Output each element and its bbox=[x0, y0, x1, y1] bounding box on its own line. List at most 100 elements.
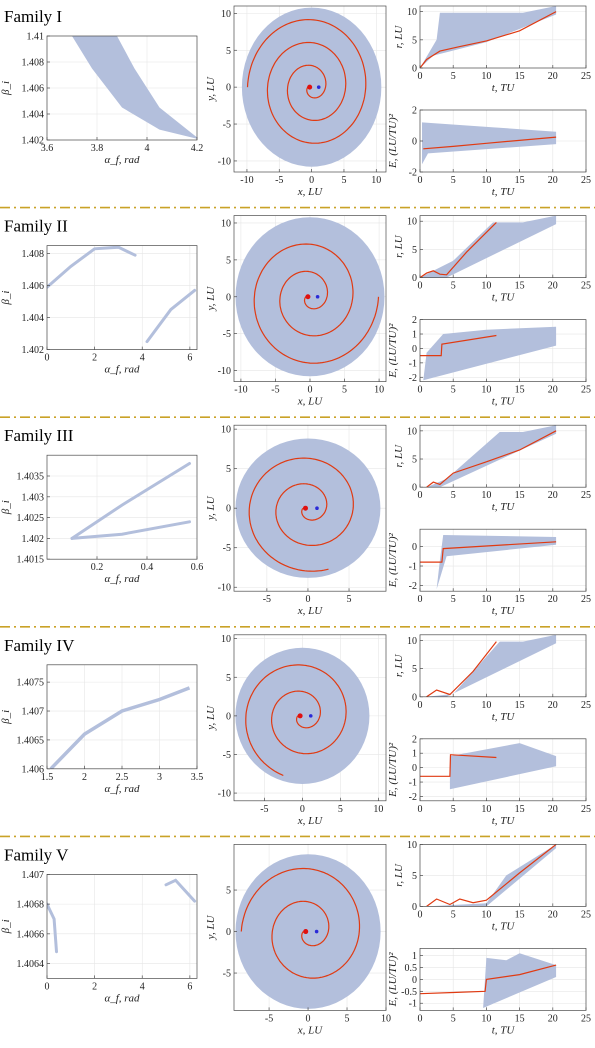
axes-frame bbox=[419, 5, 587, 69]
x-axis-label: α_f, rad bbox=[104, 992, 140, 1004]
y-tick-label: 0 bbox=[412, 902, 417, 913]
y-tick-label: 1.4064 bbox=[17, 959, 45, 970]
axes-frame bbox=[419, 634, 587, 698]
plot-area bbox=[235, 438, 381, 578]
x-tick-label: 0.2 bbox=[91, 562, 104, 573]
family-row-5: Family V 0 2 4 6 1.4064 1.4066 1.4068 1.407 α_f, … bbox=[0, 840, 591, 1037]
x-tick-label: 5 bbox=[451, 71, 456, 82]
x-tick-label: 20 bbox=[548, 1013, 558, 1024]
x-tick-label: -5 bbox=[271, 385, 279, 396]
y-tick-label: 5 bbox=[226, 46, 231, 57]
beta-alpha-panel-1: 3.6 3.8 4 4.2 1.402 1.404 1.406 1.408 1.41 α_f, r… bbox=[0, 32, 203, 167]
family-label: Family V bbox=[4, 845, 69, 864]
x-tick-label: 15 bbox=[515, 700, 525, 711]
x-axis-label: t, TU bbox=[492, 605, 516, 617]
y-tick-label: 5 bbox=[226, 255, 231, 266]
solution-band bbox=[72, 36, 197, 139]
radius-nominal bbox=[426, 641, 497, 697]
x-tick-label: 25 bbox=[581, 175, 591, 186]
family-label: Family IV bbox=[4, 636, 75, 655]
plot-area bbox=[420, 535, 557, 590]
x-tick-label: 10 bbox=[481, 281, 491, 292]
plot-area bbox=[72, 36, 197, 139]
x-tick-label: 15 bbox=[515, 175, 525, 186]
x-tick-label: 0 bbox=[418, 490, 423, 501]
y-tick-label: -5 bbox=[223, 120, 231, 131]
x-tick-label: 6 bbox=[187, 981, 192, 992]
x-tick-label: 20 bbox=[548, 700, 558, 711]
plot-area bbox=[420, 215, 557, 278]
x-tick-label: 10 bbox=[481, 804, 491, 815]
x-tick-label: 4 bbox=[140, 353, 145, 364]
x-tick-label: 5 bbox=[347, 594, 352, 605]
y-tick-label: 1.402 bbox=[22, 136, 45, 147]
x-tick-label: 20 bbox=[548, 909, 558, 920]
y-tick-label: -0.5 bbox=[401, 987, 417, 998]
plot-area bbox=[235, 217, 385, 377]
start-marker bbox=[307, 84, 313, 90]
x-tick-label: -10 bbox=[234, 385, 247, 396]
y-tick-label: 0 bbox=[412, 64, 417, 75]
x-tick-label: 5 bbox=[451, 490, 456, 501]
x-tick-label: -5 bbox=[275, 175, 283, 186]
plot-area bbox=[426, 425, 557, 488]
x-tick-label: -5 bbox=[265, 1013, 273, 1024]
family-row-1: Family I 3.6 3.8 4 4.2 1.402 1.404 1.406 1.408 1.… bbox=[0, 5, 595, 209]
x-tick-label: 0 bbox=[418, 385, 423, 396]
x-tick-label: 25 bbox=[581, 909, 591, 920]
x-axis-label: t, TU bbox=[492, 82, 516, 94]
y-tick-label: -5 bbox=[223, 329, 231, 340]
plot-area bbox=[49, 686, 191, 769]
x-tick-label: -10 bbox=[240, 175, 253, 186]
y-tick-label: 0 bbox=[226, 504, 231, 515]
x-tick-label: -5 bbox=[263, 594, 271, 605]
y-tick-label: -10 bbox=[218, 789, 231, 800]
x-tick-label: 0 bbox=[45, 981, 50, 992]
y-tick-label: 10 bbox=[221, 634, 231, 645]
energy-band bbox=[436, 535, 557, 590]
solution-branch bbox=[49, 686, 191, 769]
radius-nominal bbox=[420, 221, 497, 278]
y-axis-label: β_i bbox=[0, 710, 12, 725]
axes-frame bbox=[419, 738, 587, 802]
start-marker bbox=[305, 294, 311, 300]
x-tick-label: 0 bbox=[418, 175, 423, 186]
start-marker bbox=[303, 929, 309, 935]
y-tick-label: -2 bbox=[409, 792, 417, 803]
energy-time-panel-3: 0 5 10 15 20 25 -2 -1 0 t, TU E, (LU/TU)² bbox=[387, 528, 591, 617]
x-tick-label: 0 bbox=[306, 1013, 311, 1024]
x-tick-label: 15 bbox=[515, 385, 525, 396]
y-tick-label: -5 bbox=[223, 543, 231, 554]
x-axis-label: α_f, rad bbox=[104, 783, 140, 795]
x-tick-label: -5 bbox=[260, 804, 268, 815]
y-tick-label: 1.4015 bbox=[17, 555, 45, 566]
x-tick-label: 10 bbox=[481, 909, 491, 920]
end-marker bbox=[314, 929, 319, 934]
y-axis-label: y, LU bbox=[205, 76, 217, 102]
x-tick-label: 5 bbox=[451, 175, 456, 186]
end-marker bbox=[308, 714, 313, 718]
plot-area bbox=[70, 462, 191, 540]
plot-area bbox=[241, 7, 382, 167]
y-tick-label: 1 bbox=[412, 951, 417, 962]
x-tick-label: 20 bbox=[548, 594, 558, 605]
y-tick-label: 10 bbox=[221, 425, 231, 436]
energy-time-panel-2: 0 5 10 15 20 25 -2 -1 0 1 2 t, TU E, (LU/TU)² bbox=[387, 315, 591, 408]
radius-band bbox=[426, 425, 557, 488]
x-tick-label: 2.5 bbox=[116, 772, 129, 783]
x-axis-label: t, TU bbox=[492, 1024, 516, 1036]
y-tick-label: -5 bbox=[223, 969, 231, 980]
solution-branch bbox=[47, 902, 58, 954]
x-tick-label: 0 bbox=[418, 1013, 423, 1024]
y-tick-label: 5 bbox=[412, 871, 417, 882]
x-tick-label: 5 bbox=[341, 175, 346, 186]
energy-time-panel-4: 0 5 10 15 20 25 -2 -1 0 1 2 t, TU E, (LU/TU)² bbox=[387, 734, 591, 827]
y-axis-label: β_i bbox=[0, 291, 12, 306]
x-tick-label: 25 bbox=[581, 594, 591, 605]
y-axis-label: r, LU bbox=[393, 25, 405, 49]
plot-area bbox=[420, 743, 557, 790]
x-tick-label: 25 bbox=[581, 700, 591, 711]
plot-area bbox=[235, 647, 370, 784]
